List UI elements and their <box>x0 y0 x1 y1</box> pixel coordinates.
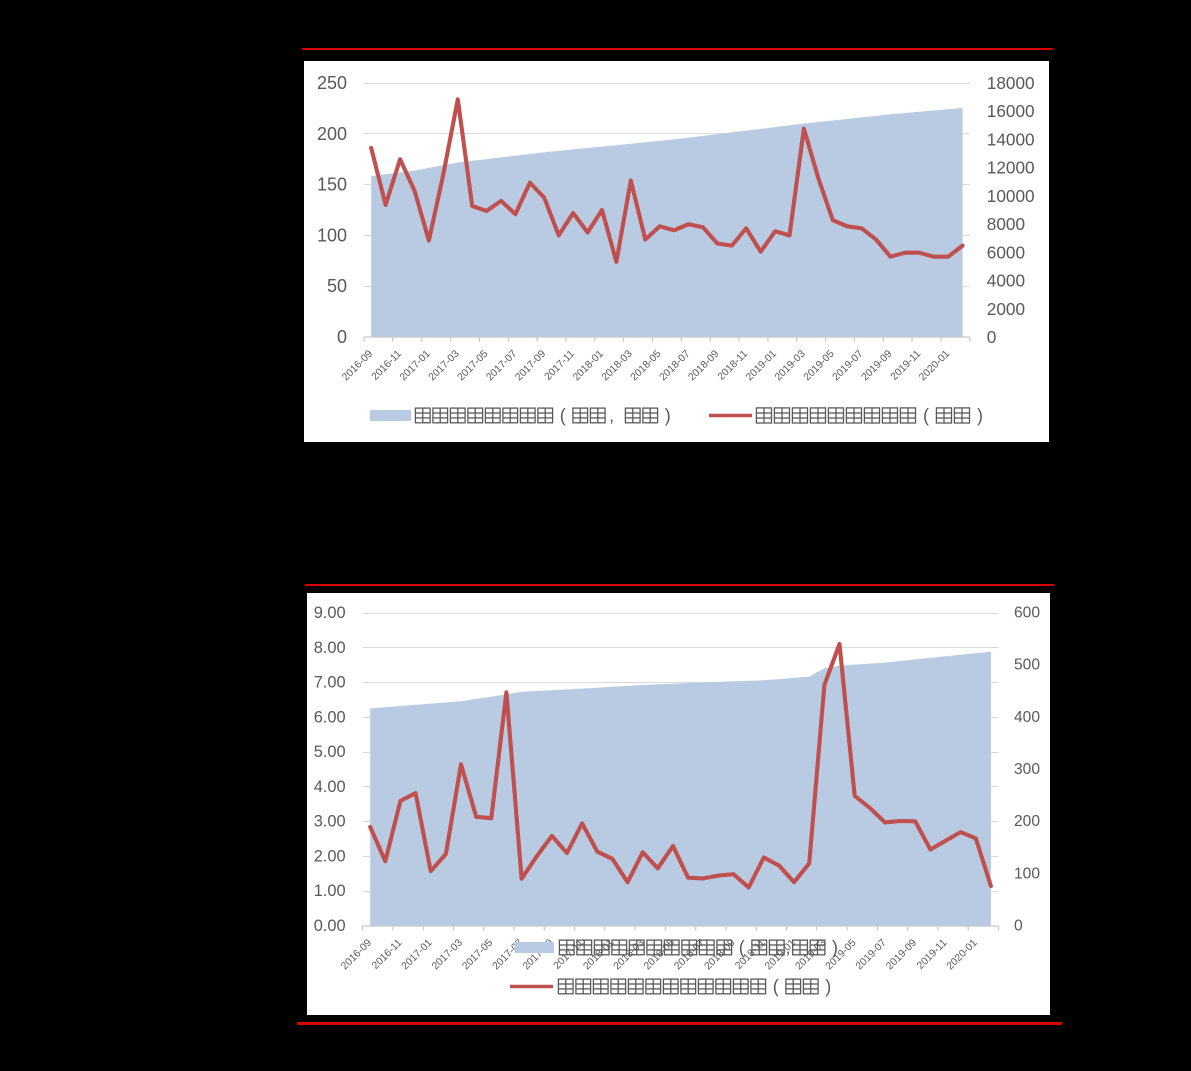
svg-text:(: ( <box>739 938 745 958</box>
svg-text:(: ( <box>773 977 779 997</box>
svg-text:2018-07: 2018-07 <box>658 348 693 383</box>
svg-text:,: , <box>609 406 614 426</box>
svg-text:2019-03: 2019-03 <box>773 348 808 383</box>
svg-text:2019-11: 2019-11 <box>915 937 949 971</box>
svg-text:2017-07: 2017-07 <box>485 348 520 383</box>
svg-text:2.00: 2.00 <box>314 847 346 865</box>
svg-text:300: 300 <box>1014 761 1040 778</box>
svg-text:5.00: 5.00 <box>314 743 346 761</box>
svg-text:8000: 8000 <box>987 214 1025 234</box>
svg-text:250: 250 <box>317 73 347 93</box>
svg-text:100: 100 <box>1014 865 1040 882</box>
svg-text:2018-09: 2018-09 <box>687 348 722 383</box>
svg-text:400: 400 <box>1014 709 1040 726</box>
svg-text:6.00: 6.00 <box>314 708 346 726</box>
svg-text:2019-09: 2019-09 <box>884 937 919 972</box>
svg-text:7.00: 7.00 <box>314 674 346 692</box>
svg-text:2019-05: 2019-05 <box>824 937 859 972</box>
svg-text:,: , <box>786 938 791 958</box>
svg-text:2018-03: 2018-03 <box>600 348 635 383</box>
svg-text:4.00: 4.00 <box>314 778 346 796</box>
svg-text:0: 0 <box>1014 918 1023 935</box>
svg-text:): ) <box>665 406 671 426</box>
svg-text:2019-05: 2019-05 <box>802 348 837 383</box>
svg-text:150: 150 <box>317 175 347 195</box>
svg-text:2018-05: 2018-05 <box>629 348 664 383</box>
svg-text:(: ( <box>923 406 929 426</box>
svg-text:2016-09: 2016-09 <box>340 348 375 383</box>
svg-text:3.00: 3.00 <box>314 813 346 831</box>
svg-text:200: 200 <box>317 124 347 144</box>
svg-text:0: 0 <box>987 327 997 347</box>
svg-text:2019-01: 2019-01 <box>744 348 779 383</box>
svg-text:14000: 14000 <box>987 129 1035 149</box>
svg-text:2019-07: 2019-07 <box>831 348 866 383</box>
svg-text:100: 100 <box>317 225 347 245</box>
svg-text:2017-03: 2017-03 <box>427 348 462 383</box>
svg-text:2000: 2000 <box>987 299 1025 319</box>
svg-text:(: ( <box>560 406 566 426</box>
svg-text:18000: 18000 <box>987 73 1035 93</box>
svg-text:2018-01: 2018-01 <box>571 348 606 383</box>
svg-text:): ) <box>977 406 983 426</box>
svg-text:6000: 6000 <box>987 242 1025 262</box>
svg-text:2019-07: 2019-07 <box>854 937 889 972</box>
svg-text:): ) <box>832 938 838 958</box>
svg-text:2019-09: 2019-09 <box>860 348 895 383</box>
svg-text:500: 500 <box>1014 657 1040 674</box>
svg-text:): ) <box>825 977 831 997</box>
svg-text:2017-03: 2017-03 <box>430 937 465 972</box>
svg-text:2020-01: 2020-01 <box>945 937 980 972</box>
svg-text:0: 0 <box>337 327 347 347</box>
svg-text:10000: 10000 <box>987 186 1035 206</box>
svg-text:2016-09: 2016-09 <box>339 937 374 972</box>
svg-text:2017-05: 2017-05 <box>456 348 491 383</box>
svg-text:2017-01: 2017-01 <box>398 348 433 383</box>
svg-text:9.00: 9.00 <box>314 604 346 622</box>
svg-text:50: 50 <box>327 276 347 296</box>
svg-text:2017-05: 2017-05 <box>460 937 495 972</box>
svg-text:200: 200 <box>1014 813 1040 830</box>
svg-text:16000: 16000 <box>987 101 1035 121</box>
svg-text:2020-01: 2020-01 <box>917 348 952 383</box>
svg-text:600: 600 <box>1014 605 1040 622</box>
svg-text:8.00: 8.00 <box>314 639 346 657</box>
svg-text:1.00: 1.00 <box>314 882 346 900</box>
svg-text:4000: 4000 <box>987 271 1025 291</box>
svg-text:0.00: 0.00 <box>314 917 346 935</box>
svg-text:2017-01: 2017-01 <box>400 937 435 972</box>
svg-text:12000: 12000 <box>987 158 1035 178</box>
svg-text:2017-09: 2017-09 <box>513 348 548 383</box>
svg-text:2016-11: 2016-11 <box>370 937 404 971</box>
